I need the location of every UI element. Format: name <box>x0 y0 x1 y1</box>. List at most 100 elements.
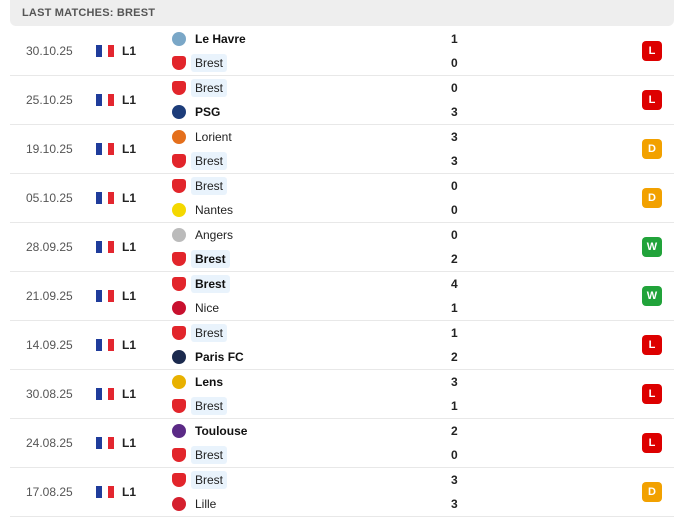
team-name: Brest <box>191 250 230 268</box>
team-logo-icon <box>172 154 186 168</box>
competition: L1 <box>122 485 137 499</box>
team-logo-icon <box>172 326 186 340</box>
away-team: Brest <box>172 53 228 73</box>
team-name: Brest <box>191 324 228 342</box>
team-name: Nice <box>195 301 220 315</box>
team-name: Toulouse <box>195 424 248 438</box>
match-date: 14.09.25 <box>26 338 73 352</box>
team-name: Brest <box>191 446 228 464</box>
away-score: 0 <box>451 203 458 217</box>
match-date: 05.10.25 <box>26 191 73 205</box>
team-name: Brest <box>191 177 228 195</box>
result-badge: D <box>642 188 662 208</box>
team-logo-icon <box>172 375 186 389</box>
match-row[interactable]: 17.08.25 L1 Brest 3 Lille 3 D <box>10 468 674 517</box>
competition: L1 <box>122 338 137 352</box>
away-score: 0 <box>451 448 458 462</box>
competition: L1 <box>122 142 137 156</box>
team-name: Lens <box>195 375 224 389</box>
match-row[interactable]: 25.10.25 L1 Brest 0 PSG 3 L <box>10 76 674 125</box>
team-logo-icon <box>172 448 186 462</box>
france-flag-icon <box>96 486 114 498</box>
away-score: 1 <box>451 399 458 413</box>
match-row[interactable]: 30.08.25 L1 Lens 3 Brest 1 L <box>10 370 674 419</box>
home-team: Brest <box>172 274 230 294</box>
home-team: Angers <box>172 225 237 245</box>
home-team: Brest <box>172 78 228 98</box>
match-row[interactable]: 28.09.25 L1 Angers 0 Brest 2 W <box>10 223 674 272</box>
result-badge: L <box>642 433 662 453</box>
away-team: PSG <box>172 102 224 122</box>
result-badge: L <box>642 384 662 404</box>
team-logo-icon <box>172 473 186 487</box>
team-logo-icon <box>172 203 186 217</box>
section-header: LAST MATCHES: BREST <box>10 0 674 26</box>
team-name: Nantes <box>195 203 234 217</box>
match-date: 17.08.25 <box>26 485 73 499</box>
match-date: 25.10.25 <box>26 93 73 107</box>
team-name: Lille <box>195 497 217 511</box>
team-name: Brest <box>191 397 228 415</box>
france-flag-icon <box>96 94 114 106</box>
team-name: Brest <box>191 471 228 489</box>
team-name: Brest <box>191 54 228 72</box>
away-score: 3 <box>451 105 458 119</box>
team-name: PSG <box>195 105 221 119</box>
france-flag-icon <box>96 388 114 400</box>
match-row[interactable]: 21.09.25 L1 Brest 4 Nice 1 W <box>10 272 674 321</box>
match-date: 30.10.25 <box>26 44 73 58</box>
home-score: 1 <box>451 32 458 46</box>
france-flag-icon <box>96 143 114 155</box>
france-flag-icon <box>96 45 114 57</box>
away-score: 2 <box>451 252 458 266</box>
away-score: 3 <box>451 497 458 511</box>
team-name: Brest <box>191 79 228 97</box>
match-row[interactable]: 30.10.25 L1 Le Havre 1 Brest 0 L <box>10 27 674 76</box>
team-logo-icon <box>172 399 186 413</box>
competition: L1 <box>122 289 137 303</box>
france-flag-icon <box>96 290 114 302</box>
competition: L1 <box>122 44 137 58</box>
france-flag-icon <box>96 241 114 253</box>
home-team: Le Havre <box>172 29 250 49</box>
away-team: Lille <box>172 494 220 514</box>
result-badge: D <box>642 482 662 502</box>
result-badge: L <box>642 90 662 110</box>
team-logo-icon <box>172 179 186 193</box>
france-flag-icon <box>96 192 114 204</box>
home-score: 0 <box>451 228 458 242</box>
team-logo-icon <box>172 105 186 119</box>
home-score: 3 <box>451 375 458 389</box>
match-date: 21.09.25 <box>26 289 73 303</box>
team-name: Angers <box>195 228 234 242</box>
home-score: 0 <box>451 81 458 95</box>
home-score: 2 <box>451 424 458 438</box>
team-logo-icon <box>172 350 186 364</box>
section-title: LAST MATCHES: BREST <box>22 7 156 19</box>
away-team: Brest <box>172 396 228 416</box>
match-row[interactable]: 19.10.25 L1 Lorient 3 Brest 3 D <box>10 125 674 174</box>
team-name: Brest <box>191 275 230 293</box>
team-logo-icon <box>172 301 186 315</box>
team-name: Paris FC <box>195 350 244 364</box>
team-name: Brest <box>191 152 228 170</box>
result-badge: D <box>642 139 662 159</box>
match-row[interactable]: 14.09.25 L1 Brest 1 Paris FC 2 L <box>10 321 674 370</box>
match-date: 30.08.25 <box>26 387 73 401</box>
away-score: 3 <box>451 154 458 168</box>
competition: L1 <box>122 191 137 205</box>
team-logo-icon <box>172 81 186 95</box>
team-logo-icon <box>172 252 186 266</box>
home-score: 3 <box>451 130 458 144</box>
match-row[interactable]: 24.08.25 L1 Toulouse 2 Brest 0 L <box>10 419 674 468</box>
home-score: 3 <box>451 473 458 487</box>
home-team: Toulouse <box>172 421 251 441</box>
match-date: 19.10.25 <box>26 142 73 156</box>
home-team: Lorient <box>172 127 236 147</box>
france-flag-icon <box>96 437 114 449</box>
home-score: 0 <box>451 179 458 193</box>
result-badge: L <box>642 335 662 355</box>
team-logo-icon <box>172 277 186 291</box>
home-score: 1 <box>451 326 458 340</box>
match-row[interactable]: 05.10.25 L1 Brest 0 Nantes 0 D <box>10 174 674 223</box>
